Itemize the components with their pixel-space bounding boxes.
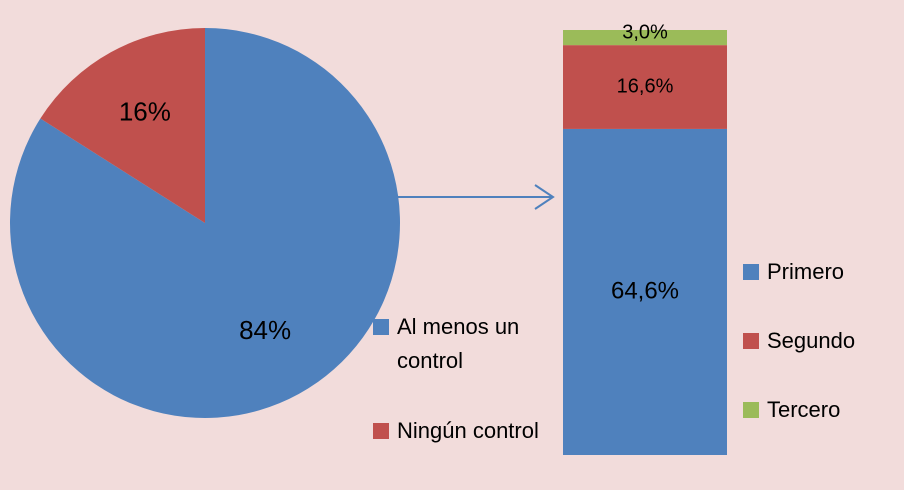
legend-swatch bbox=[373, 423, 389, 439]
bar-segment bbox=[563, 128, 727, 455]
legend-label: Primero bbox=[767, 259, 845, 284]
legend-item: Tercero bbox=[743, 393, 893, 427]
legend-label: Segundo bbox=[767, 328, 856, 353]
legend-label: Tercero bbox=[767, 397, 841, 422]
data-label: 64,6% bbox=[611, 277, 679, 304]
data-label: 16,6% bbox=[617, 75, 674, 97]
legend-swatch bbox=[743, 402, 759, 418]
legend-item: Ningún control bbox=[373, 414, 548, 448]
arrow-head bbox=[534, 184, 555, 210]
pie-slice bbox=[40, 28, 206, 223]
data-label: 3,0% bbox=[622, 21, 668, 43]
bar-segment bbox=[563, 45, 727, 129]
legend-item: Segundo bbox=[743, 324, 893, 358]
legend-swatch bbox=[373, 319, 389, 335]
bar-segment bbox=[563, 30, 727, 46]
legend-swatch bbox=[743, 264, 759, 280]
data-label: 16% bbox=[119, 97, 171, 127]
legend-item: Primero bbox=[743, 255, 893, 289]
data-label: 84% bbox=[239, 315, 291, 345]
legend-item: Al menos un control bbox=[373, 310, 548, 378]
legend-swatch bbox=[743, 333, 759, 349]
legend-label: Al menos un control bbox=[397, 314, 520, 373]
pie-slice bbox=[9, 28, 401, 418]
legend-label: Ningún control bbox=[397, 418, 539, 443]
